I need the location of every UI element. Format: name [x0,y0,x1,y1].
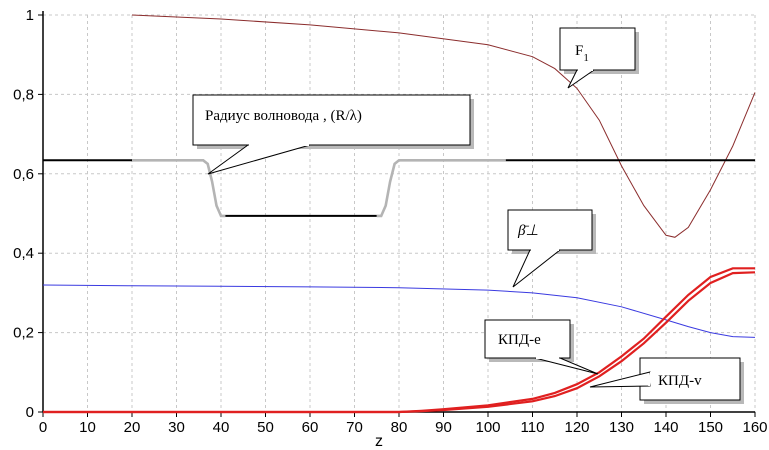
x-axis-label: z [375,433,383,450]
x-tick-label: 30 [168,419,185,436]
y-tick-label: 0,6 [13,166,34,183]
x-tick-label: 140 [653,419,678,436]
callout-pointer [207,144,311,175]
callout-radius: Радиус волновода , (R/λ) [192,94,474,175]
callout-box [559,27,636,71]
callout-label-kpd_e: КПД-е [498,332,541,348]
series-line-F1 [131,14,756,238]
y-tick-label: 0,4 [13,245,34,262]
x-tick-label: 50 [257,419,274,436]
x-tick-label: 60 [302,419,319,436]
callout-kpd_e: КПД-е [484,319,599,375]
series-line-radius [376,159,506,218]
x-tick-label: 90 [435,419,452,436]
series-line-radius [132,159,226,218]
callout-label-beta: β̄⊥ [517,223,539,239]
x-tick-label: 150 [698,419,723,436]
series-layer [42,14,756,414]
callout-label-kpd_v: КПД-v [658,373,702,389]
callout-pointer [589,371,651,388]
callout-box [507,209,593,251]
x-tick-label: 0 [39,419,47,436]
grid [43,14,756,412]
callout-F1: F1 [559,27,639,89]
callouts: F1 Радиус волновода , (R/λ) β̄⊥ КПД-е КПД-v [192,27,744,404]
callout-pointer [534,357,599,375]
y-tick-label: 0,2 [13,325,34,342]
series-line-kpd_v [43,271,756,414]
tick-labels: 0 10 20 30 40 50 60 70 80 90 100 110 120 130 140 150 160… [13,7,767,436]
x-tick-label: 20 [124,419,141,436]
y-tick-label: 0 [26,404,34,421]
x-tick-label: 120 [564,419,589,436]
y-tick-label: 1 [26,7,34,24]
callout-label-radius: Радиус волновода , (R/λ) [205,108,362,124]
x-tick-label: 80 [391,419,408,436]
callout-joint [648,371,652,387]
x-tick-label: 130 [609,419,634,436]
x-tick-label: 40 [213,419,230,436]
callout-box [484,319,571,359]
series-line-beta [42,284,756,338]
callout-box [192,94,471,146]
axes [38,11,756,417]
x-tick-label: 160 [742,419,767,436]
x-tick-label: 10 [79,419,96,436]
x-tick-label: 110 [521,419,545,436]
callout-kpd_v: КПД-v [589,357,744,404]
callout-beta: β̄⊥ [507,209,596,288]
x-tick-label: 70 [346,419,363,436]
callout-pointer [512,249,562,288]
y-tick-label: 0,8 [13,86,34,103]
x-tick-label: 100 [475,419,500,436]
callout-subscript: 1 [583,52,589,64]
